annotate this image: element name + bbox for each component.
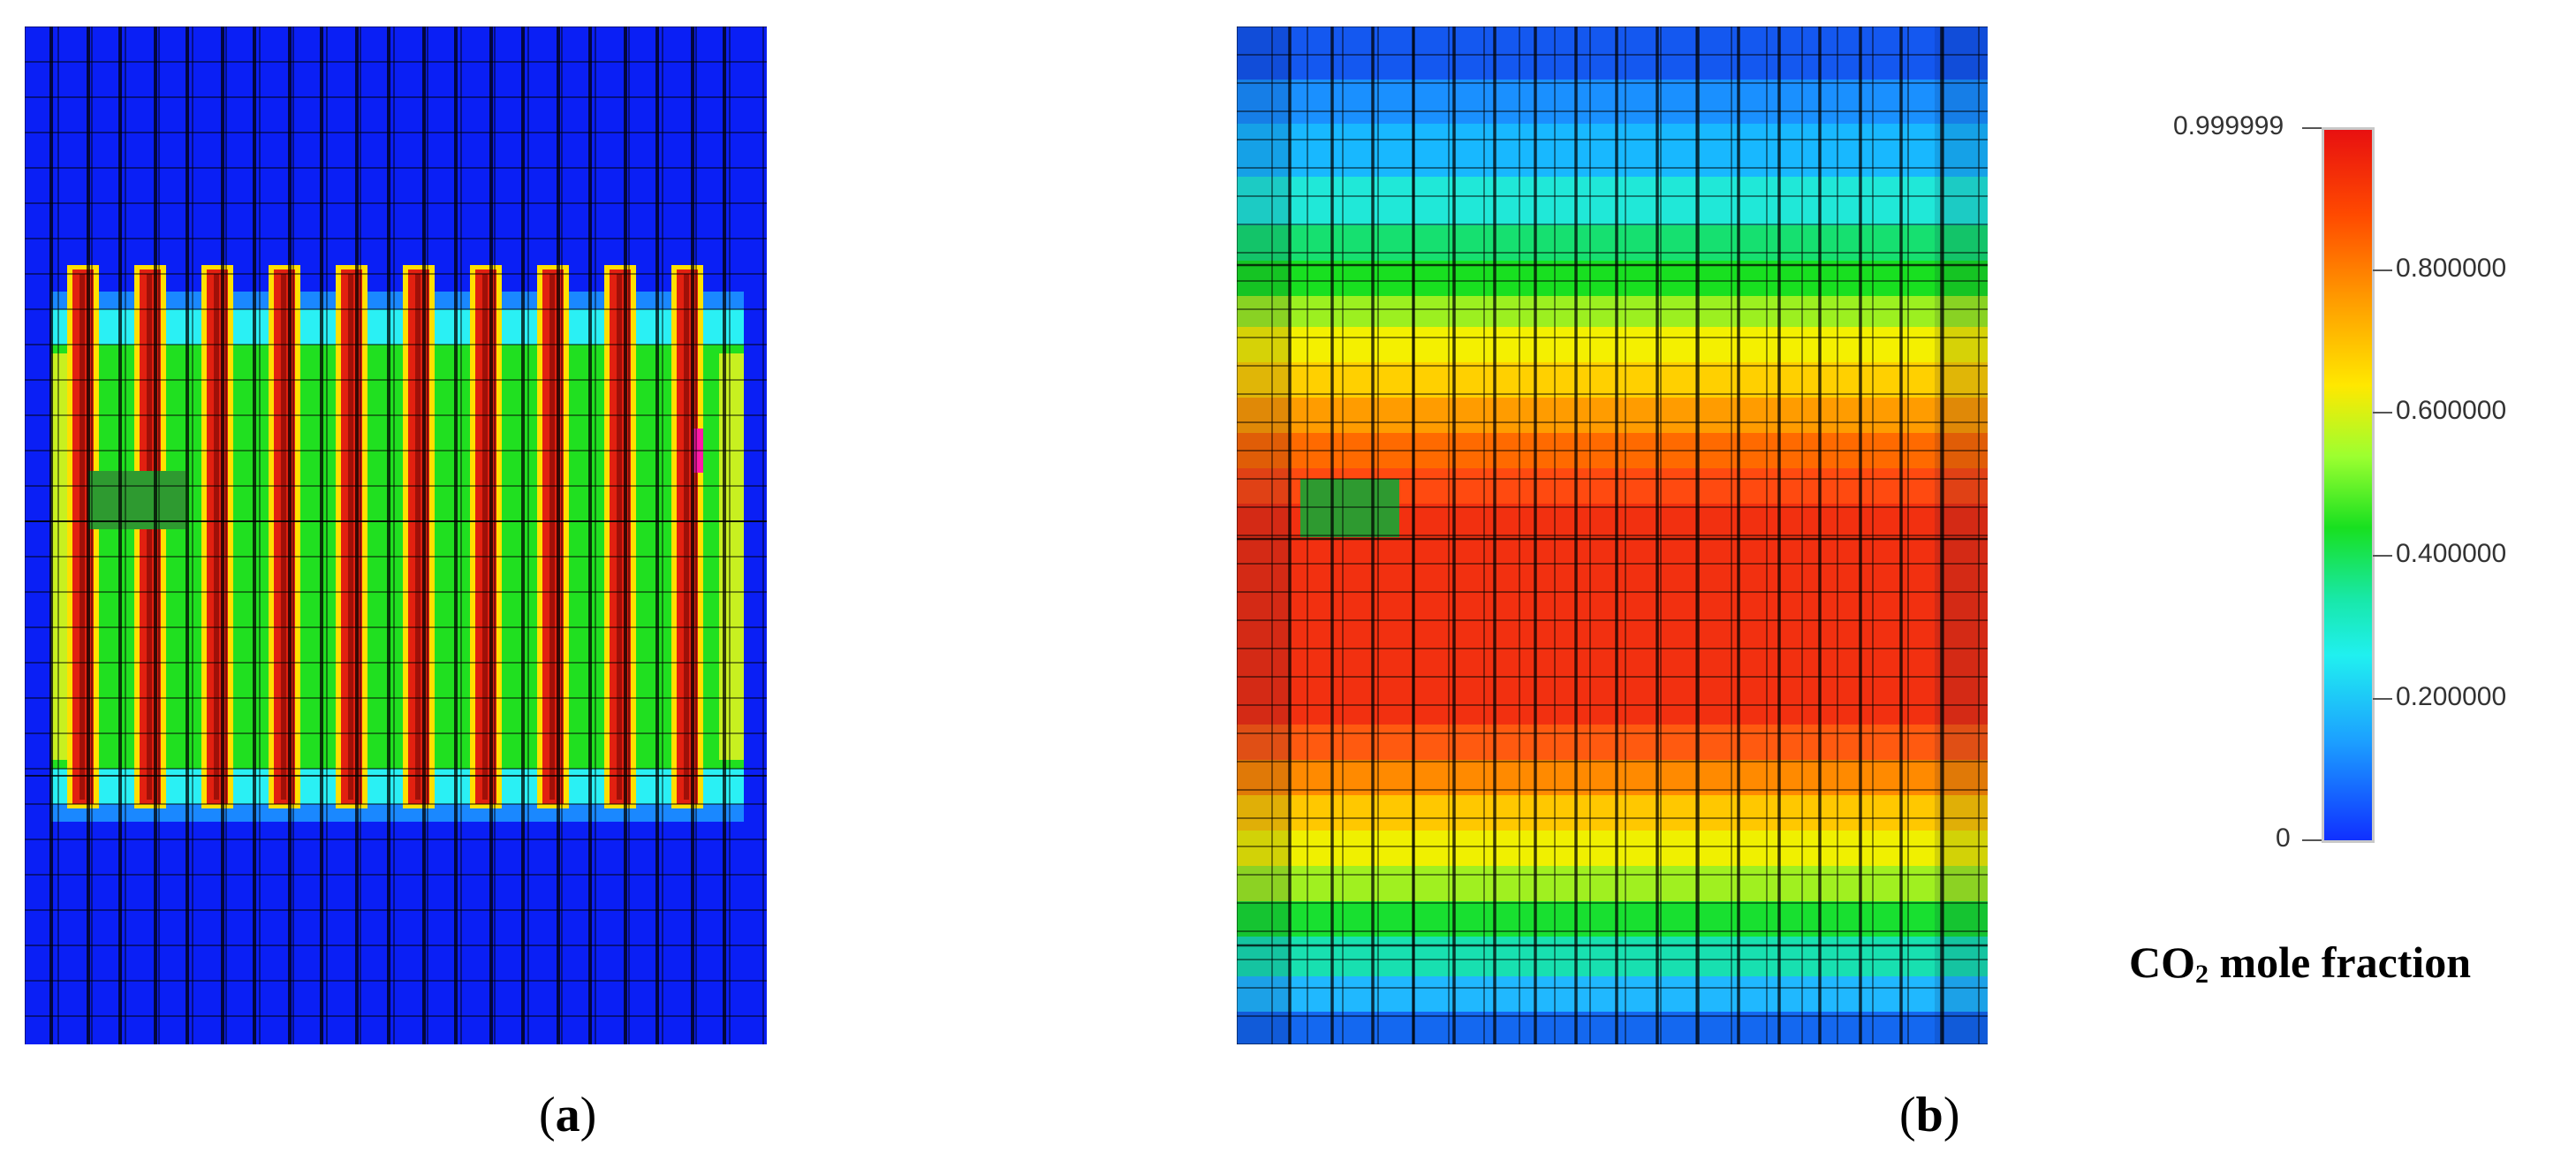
panel-a-grid	[25, 27, 767, 1044]
band-15	[1237, 760, 1988, 795]
band-14	[1237, 725, 1988, 760]
tick-mark-0-8	[2373, 269, 2392, 271]
tick-label-0-4: 0.400000	[2396, 539, 2507, 568]
band-16	[1237, 795, 1988, 831]
band-21	[1237, 976, 1988, 1012]
fracture-line-2	[147, 274, 152, 800]
fracture-line-5	[348, 274, 353, 800]
tick-mark-0-2	[2373, 698, 2392, 700]
caption-b: (b)	[1899, 1088, 1960, 1142]
fracture-line-10	[684, 274, 689, 800]
band-17	[1237, 831, 1988, 866]
band-4	[1237, 177, 1988, 225]
panel-b-heatmap	[1237, 27, 1988, 1044]
legend-title-rest: mole fraction	[2209, 937, 2472, 987]
legend-title: CO2 mole fraction	[2129, 937, 2472, 989]
band-22	[1237, 1012, 1988, 1044]
tick-label-0-8: 0.800000	[2396, 254, 2507, 283]
colorbar	[2322, 127, 2375, 843]
well-block	[88, 471, 186, 529]
tick-mark-max	[2302, 127, 2322, 129]
tick-mark-0-4	[2373, 555, 2392, 557]
fracture-line-1	[80, 274, 85, 800]
fracture-line-3	[214, 274, 219, 800]
tick-mark-min	[2302, 839, 2322, 841]
well-block	[1300, 479, 1399, 537]
tick-mark-0-6	[2373, 412, 2392, 414]
panel-b-grid	[1237, 27, 1988, 1044]
band-9	[1237, 362, 1988, 398]
band-20	[1237, 937, 1988, 976]
band-19	[1237, 901, 1988, 937]
band-5	[1237, 225, 1988, 261]
legend-title-co: CO	[2129, 937, 2195, 987]
fracture-line-6	[415, 274, 420, 800]
band-3	[1237, 124, 1988, 177]
band-13	[1237, 504, 1988, 725]
tick-label-min: 0	[2276, 823, 2291, 853]
tick-label-0-6: 0.600000	[2396, 396, 2507, 425]
fracture-line-9	[617, 274, 622, 800]
caption-a: (a)	[539, 1088, 597, 1142]
caption-a-letter: a	[555, 1088, 580, 1142]
colorbar-legend: 0.999999 0.800000 0.600000 0.400000 0.20…	[2102, 106, 2506, 901]
band-1	[1237, 27, 1988, 80]
tick-label-max: 0.999999	[2173, 111, 2284, 140]
band-2	[1237, 80, 1988, 124]
band-10	[1237, 398, 1988, 433]
band-6	[1237, 261, 1988, 296]
band-8	[1237, 327, 1988, 362]
caption-b-letter: b	[1915, 1088, 1943, 1142]
tick-label-0-2: 0.200000	[2396, 682, 2507, 711]
panel-a-heatmap	[25, 27, 767, 1044]
legend-title-subscript: 2	[2195, 960, 2209, 989]
band-7	[1237, 296, 1988, 327]
band-18	[1237, 866, 1988, 901]
fracture-line-7	[482, 274, 488, 800]
fracture-line-8	[549, 274, 555, 800]
fracture-line-4	[281, 274, 286, 800]
